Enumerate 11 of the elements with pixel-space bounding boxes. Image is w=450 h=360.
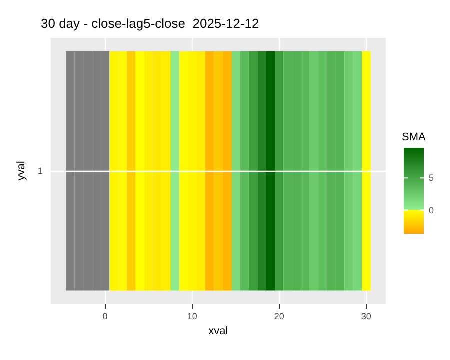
chart-title: 30 day - close-lag5-close 2025-12-12: [41, 16, 260, 31]
y-tick-label: 1: [38, 166, 43, 176]
x-tick-label: 0: [102, 312, 108, 322]
color-bar-title: SMA: [402, 132, 426, 144]
x-tick-label: 30: [361, 312, 372, 322]
x-tick-label: 10: [187, 312, 198, 322]
color-bar-label: 5: [429, 173, 434, 184]
x-tick-label: 20: [274, 312, 284, 322]
color-bar-label: 0: [429, 205, 434, 216]
x-axis-title: xval: [208, 326, 228, 338]
y-axis-title: yval: [16, 161, 28, 181]
